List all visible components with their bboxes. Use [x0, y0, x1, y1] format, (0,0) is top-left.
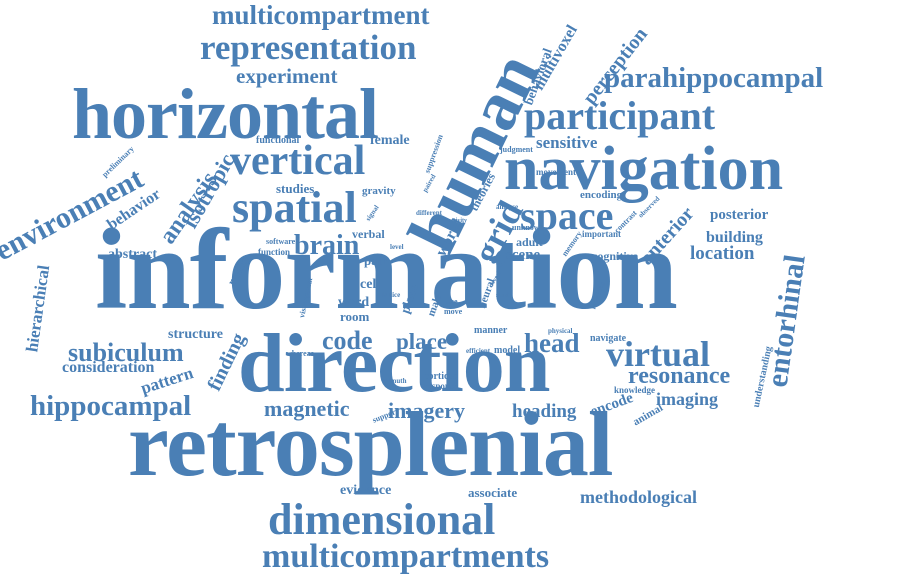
word-multicompartments: multicompartments	[262, 538, 550, 575]
word-cortices: cortices	[424, 371, 457, 382]
word-imaging: imaging	[656, 389, 719, 409]
word-vertical: vertical	[230, 138, 366, 184]
word-heading: heading	[512, 401, 577, 422]
word-axe: axe	[446, 297, 458, 306]
word-gravity: gravity	[362, 185, 396, 197]
word-abstract: abstract	[108, 247, 157, 262]
word-evidence: evidence	[340, 483, 392, 498]
word-building: building	[706, 229, 763, 246]
word-verbal: verbal	[352, 227, 385, 241]
word-response: response	[424, 381, 458, 391]
word-participant: participant	[524, 93, 716, 138]
word-subiculum: subiculum	[68, 338, 184, 367]
word-navigation: navigation	[504, 135, 784, 203]
word-lattice: lattice	[382, 291, 401, 299]
word-resonance: resonance	[628, 363, 731, 389]
word-brain: brain	[294, 230, 360, 261]
word-scene: scene	[506, 247, 541, 263]
word-efficient: efficient	[466, 347, 491, 355]
word-different: different	[416, 209, 442, 217]
word-level: level	[390, 243, 404, 251]
word-location: location	[690, 243, 755, 264]
word-parahippocampal: parahippocampal	[604, 62, 824, 94]
word-unknown: unknown	[512, 223, 545, 232]
word-study: study	[496, 291, 513, 299]
word-model: model	[494, 345, 521, 356]
word-female: female	[370, 133, 410, 148]
word-representation: representation	[200, 28, 417, 67]
word-code: code	[322, 326, 373, 355]
word-pair: pair	[364, 253, 388, 268]
word-adult: adult	[516, 235, 543, 249]
word-analyse: analyse	[496, 203, 519, 211]
word-activity: activity	[448, 218, 467, 224]
word-move: move	[444, 307, 463, 316]
word-horizontal: horizontal	[72, 74, 379, 154]
word-encoding: encoding	[580, 189, 623, 201]
word-judgment: judgment	[500, 145, 533, 154]
word-information: information	[95, 206, 678, 334]
word-room: room	[340, 309, 370, 324]
word-hippocampal: hippocampal	[30, 390, 192, 422]
word-retrosplenial: retrosplenial	[128, 393, 613, 495]
word-studies: studies	[276, 181, 315, 196]
word-important: important	[582, 229, 621, 239]
word-software: software	[266, 237, 296, 246]
word-posterior: posterior	[710, 207, 769, 223]
word-structure: structure	[168, 327, 223, 342]
word-multicompartment: multicompartment	[212, 0, 430, 30]
word-whereas: whereas	[286, 349, 314, 358]
word-functional: functional	[256, 135, 300, 146]
word-magnetic: magnetic	[264, 396, 350, 421]
word-methodological: methodological	[580, 487, 697, 507]
word-knowledge: knowledge	[614, 385, 656, 395]
word-head: head	[524, 328, 580, 358]
word-function: function	[258, 247, 291, 257]
word-associate: associate	[468, 485, 518, 500]
word-animal: animal	[630, 401, 665, 429]
word-hierarchical: hierarchical	[22, 263, 54, 354]
word-cell: cell	[360, 277, 381, 292]
word-physical: physical	[548, 327, 573, 335]
word-experiment: experiment	[236, 64, 338, 88]
word-sensitive: sensitive	[536, 133, 598, 152]
word-consideration: consideration	[62, 359, 155, 376]
word-virtual: virtual	[606, 334, 710, 374]
word-dimensional: dimensional	[268, 495, 496, 544]
word-space: space	[520, 193, 614, 238]
word-place: place	[396, 329, 448, 354]
word-spatial: spatial	[232, 183, 357, 232]
word-azimuth: azimuth	[382, 377, 407, 385]
word-direction: direction	[238, 317, 550, 410]
word-word: word	[338, 295, 370, 310]
word-navigate: navigate	[590, 333, 627, 344]
word-movement: movement	[536, 167, 576, 177]
word-manner: manner	[474, 325, 508, 336]
word-imagery: imagery	[388, 398, 465, 423]
word-cognitive: cognitive	[592, 249, 638, 263]
